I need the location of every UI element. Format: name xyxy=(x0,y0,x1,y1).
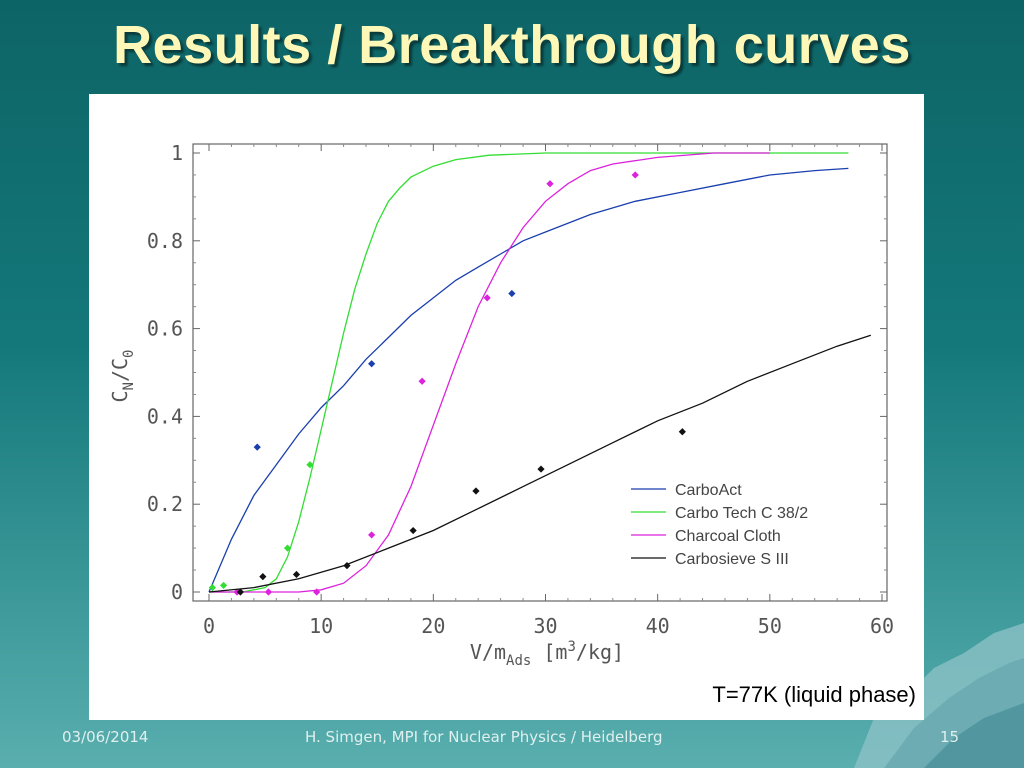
data-point-carbosieve-s-iii xyxy=(409,526,417,535)
x-tick-label: 10 xyxy=(309,614,333,638)
data-point-charcoal-cloth xyxy=(546,180,554,188)
data-point-charcoal-cloth xyxy=(313,588,321,596)
data-point-charcoal-cloth xyxy=(631,171,639,179)
data-point-carbosieve-s-iii xyxy=(472,487,480,495)
series-line-carboact xyxy=(208,167,849,593)
data-point-carbosieve-s-iii xyxy=(292,570,301,579)
data-point-carboact xyxy=(368,360,376,368)
temperature-note: T=77K (liquid phase) xyxy=(712,682,916,707)
x-tick-label: 60 xyxy=(870,614,894,638)
x-tick-label: 40 xyxy=(646,614,670,638)
data-point-carbosieve-s-iii xyxy=(236,588,245,596)
legend-label-carbosieve-s-iii: Carbosieve S III xyxy=(675,551,789,568)
data-point-carbo-tech-c-38-2 xyxy=(208,584,216,592)
footer-author: H. Simgen, MPI for Nuclear Physics / Hei… xyxy=(305,728,663,746)
series-line-carbosieve-s-iii xyxy=(208,334,872,593)
data-point-carboact xyxy=(508,289,516,298)
y-tick-label: 0.6 xyxy=(147,317,183,341)
data-point-carbosieve-s-iii xyxy=(678,428,686,436)
x-axis-label-part: V/m xyxy=(470,640,506,664)
iceberg-decoration xyxy=(854,623,1024,768)
data-point-charcoal-cloth xyxy=(483,294,491,302)
x-tick-label: 50 xyxy=(758,614,782,638)
x-tick-label: 20 xyxy=(421,614,445,638)
legend-label-carboact: CarboAct xyxy=(675,482,742,499)
data-point-carbo-tech-c-38-2 xyxy=(306,461,314,469)
series-line-carbo-tech-c-38-2 xyxy=(209,152,849,593)
data-point-charcoal-cloth xyxy=(264,588,273,596)
legend-label-charcoal-cloth: Charcoal Cloth xyxy=(675,528,781,545)
y-axis-label-part: N xyxy=(121,382,137,390)
data-point-carbosieve-s-iii xyxy=(537,465,545,473)
x-axis-label: V/mAds [m3/kg] xyxy=(470,639,624,669)
slide-title: Results / Breakthrough curves xyxy=(113,15,911,75)
data-point-carbosieve-s-iii xyxy=(259,573,267,581)
data-point-carbo-tech-c-38-2 xyxy=(219,581,228,590)
x-axis-label-part: Ads xyxy=(506,653,531,669)
x-axis-label-part: [m xyxy=(531,640,567,664)
y-tick-label: 1 xyxy=(171,141,183,165)
y-axis-label-part: 0 xyxy=(121,349,137,357)
data-point-carbosieve-s-iii xyxy=(343,562,351,570)
x-axis-label-part: 3 xyxy=(567,639,575,655)
y-tick-label: 0 xyxy=(171,580,183,604)
data-point-charcoal-cloth xyxy=(418,377,426,385)
y-tick-label: 0.2 xyxy=(147,492,183,516)
y-tick-label: 0.8 xyxy=(147,229,183,253)
footer-date: 03/06/2014 xyxy=(62,728,149,746)
data-point-carbo-tech-c-38-2 xyxy=(283,544,292,552)
chart-panel: 0 10 20 30 40 50 60 0 0.2 0.4 0.6 0.8 1 V/mAds [m3/kg… xyxy=(89,94,924,720)
series-line-charcoal-cloth xyxy=(209,152,770,593)
y-tick-label: 0.4 xyxy=(147,404,183,428)
y-axis-label: CN/C0 xyxy=(108,349,137,402)
x-axis-label-part: /kg] xyxy=(576,640,624,664)
data-point-charcoal-cloth xyxy=(368,531,376,539)
data-point-carboact xyxy=(253,443,261,451)
y-axis-label-part: C xyxy=(108,390,132,402)
y-axis-label-part: /C xyxy=(108,358,132,382)
x-tick-label: 30 xyxy=(533,614,557,638)
page-number: 15 xyxy=(940,728,960,746)
x-tick-label: 0 xyxy=(203,614,215,638)
plot-frame xyxy=(192,143,888,602)
legend-label-carbo-tech-c-38-2: Carbo Tech C 38/2 xyxy=(675,505,808,522)
